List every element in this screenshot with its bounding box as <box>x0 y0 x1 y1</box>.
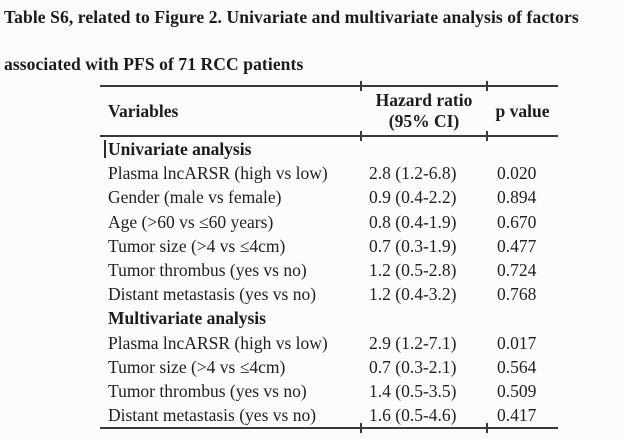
cell-hazard-ratio: 1.4 (0.5-3.5) <box>369 380 457 401</box>
cell-variable: Univariate analysis <box>108 139 252 159</box>
cell-variable: Tumor thrombus (yes vs no) <box>108 380 307 401</box>
cell-p-value: 0.768 <box>497 284 537 305</box>
cell-variable: Distant metastasis (yes vs no) <box>108 284 317 305</box>
cell-p-value: 0.894 <box>497 187 537 208</box>
table-row: Distant metastasis (yes vs no) 1.6 (0.5-… <box>100 403 558 427</box>
cell-p-value: 0.417 <box>497 405 537 426</box>
cell-p-value: 0.477 <box>497 235 537 256</box>
header-p-value: p value <box>495 100 550 121</box>
cell-p-value <box>487 306 558 330</box>
table-header-row: Variables Hazard ratio (95% CI) p value <box>100 87 558 135</box>
header-hazard-ratio: Hazard ratio (95% CI) <box>361 90 487 132</box>
header-hazard-ratio-line2: (95% CI) <box>388 111 460 131</box>
cell-hazard-ratio: 1.2 (0.5-2.8) <box>369 259 457 280</box>
table-row-multivariate-section: Multivariate analysis <box>100 306 558 330</box>
table-bottom-rule <box>100 427 558 430</box>
cell-hazard-ratio: 0.7 (0.3-1.9) <box>369 235 457 256</box>
table-header-rule <box>100 135 558 137</box>
table-top-rule <box>100 85 558 87</box>
table-row-univariate-section: Univariate analysis <box>100 137 558 161</box>
cell-p-value: 0.017 <box>497 332 537 353</box>
cell-variable: Multivariate analysis <box>108 308 266 329</box>
cell-hazard-ratio: 0.7 (0.3-2.1) <box>369 356 457 377</box>
column-border-tick <box>486 81 488 91</box>
column-border-tick <box>486 131 488 141</box>
table-row: Tumor thrombus (yes vs no) 1.2 (0.5-2.8)… <box>100 258 558 282</box>
cell-hazard-ratio: 0.9 (0.4-2.2) <box>369 187 457 208</box>
cell-variable: Tumor size (>4 vs ≤4cm) <box>108 235 286 256</box>
cell-variable: Age (>60 vs ≤60 years) <box>108 211 274 232</box>
cell-p-value: 0.509 <box>497 380 537 401</box>
header-hazard-ratio-line1: Hazard ratio <box>375 90 473 110</box>
column-border-tick <box>360 81 362 91</box>
table-row: Tumor size (>4 vs ≤4cm) 0.7 (0.3-2.1) 0.… <box>100 355 558 379</box>
cell-hazard-ratio <box>361 137 487 161</box>
cell-p-value <box>487 137 558 161</box>
column-border-tick <box>360 131 362 141</box>
table-row: Plasma lncARSR (high vs low) 2.9 (1.2-7.… <box>100 331 558 355</box>
column-border-tick <box>486 423 488 433</box>
cell-hazard-ratio: 1.2 (0.4-3.2) <box>369 284 457 305</box>
table-row: Tumor thrombus (yes vs no) 1.4 (0.5-3.5)… <box>100 379 558 403</box>
table-row: Distant metastasis (yes vs no) 1.2 (0.4-… <box>100 282 558 306</box>
table-title-line1: Table S6, related to Figure 2. Univariat… <box>4 7 579 27</box>
text-cursor-artifact <box>104 140 106 158</box>
cell-variable: Distant metastasis (yes vs no) <box>108 405 317 426</box>
cell-variable: Tumor thrombus (yes vs no) <box>108 259 307 280</box>
cell-p-value: 0.020 <box>497 163 537 184</box>
table-row: Age (>60 vs ≤60 years) 0.8 (0.4-1.9) 0.6… <box>100 210 558 234</box>
cell-p-value: 0.564 <box>497 356 537 377</box>
cell-hazard-ratio: 2.8 (1.2-6.8) <box>369 163 457 184</box>
table-row: Gender (male vs female) 0.9 (0.4-2.2) 0.… <box>100 185 558 209</box>
cell-variable: Tumor size (>4 vs ≤4cm) <box>108 356 286 377</box>
cell-variable: Plasma lncARSR (high vs low) <box>108 163 328 184</box>
cell-hazard-ratio: 2.9 (1.2-7.1) <box>369 332 457 353</box>
cell-p-value: 0.670 <box>497 211 537 232</box>
cell-hazard-ratio: 0.8 (0.4-1.9) <box>369 211 457 232</box>
header-variables: Variables <box>108 100 179 121</box>
table-row: Tumor size (>4 vs ≤4cm) 0.7 (0.3-1.9) 0.… <box>100 234 558 258</box>
cell-hazard-ratio <box>361 306 487 330</box>
analysis-table: Variables Hazard ratio (95% CI) p value … <box>100 81 558 433</box>
table-title-line2: associated with PFS of 71 RCC patients <box>4 54 304 74</box>
cell-variable: Gender (male vs female) <box>108 187 282 208</box>
table-row: Plasma lncARSR (high vs low) 2.8 (1.2-6.… <box>100 161 558 185</box>
cell-p-value: 0.724 <box>497 259 537 280</box>
cell-variable: Plasma lncARSR (high vs low) <box>108 332 328 353</box>
column-border-tick <box>360 423 362 433</box>
cell-hazard-ratio: 1.6 (0.5-4.6) <box>369 405 457 426</box>
